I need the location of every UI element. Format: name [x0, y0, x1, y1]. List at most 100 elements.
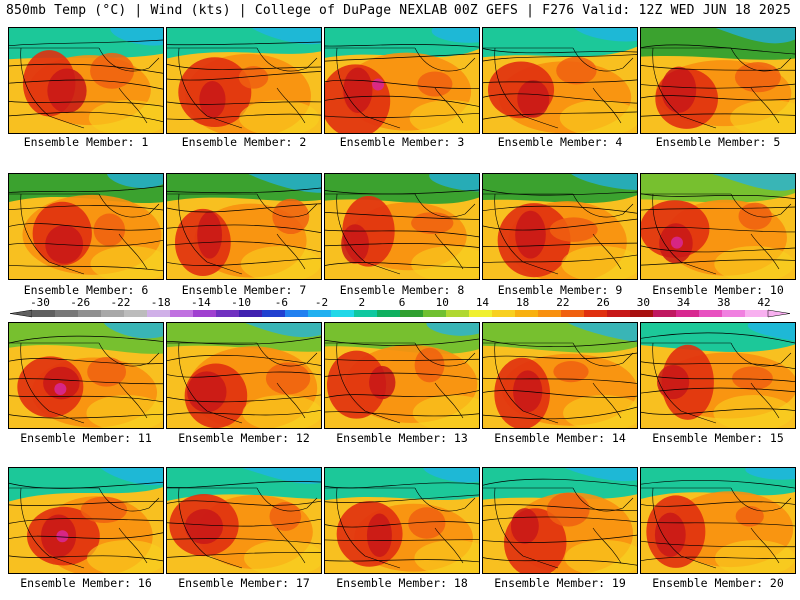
hot-region [326, 350, 387, 419]
height-contour [9, 358, 163, 365]
ensemble-member-map [482, 322, 638, 429]
secondary-warm-region [411, 212, 454, 234]
colorbar-tick-label: 18 [516, 296, 530, 309]
height-contour [483, 338, 637, 348]
height-contour [641, 387, 795, 394]
colorbar-swatch [538, 310, 562, 317]
colorbar-swatch [354, 310, 378, 317]
colorbar-swatch [239, 310, 263, 317]
height-contour [167, 354, 321, 366]
height-contour [641, 95, 795, 101]
colorbar-tick-label: 42 [757, 296, 771, 309]
heat-core [197, 211, 223, 259]
height-contour [9, 413, 163, 419]
ensemble-member-label: Ensemble Member: 13 [336, 431, 468, 445]
height-contour [167, 203, 321, 213]
colorbar-tick-label: 30 [636, 296, 650, 309]
height-contour [167, 113, 321, 120]
ensemble-member-label: Ensemble Member: 7 [181, 283, 307, 297]
height-contour [483, 54, 637, 62]
colorbar-tick-label: -18 [150, 296, 171, 309]
coastline [652, 47, 792, 129]
secondary-warm-region [238, 66, 269, 89]
height-contour [9, 518, 163, 524]
heat-core [657, 364, 690, 400]
ensemble-member-map [166, 173, 322, 280]
height-contour [9, 63, 163, 74]
coastline [494, 342, 634, 424]
height-contour [641, 206, 795, 211]
ensemble-member-map [8, 322, 164, 429]
coastline [652, 342, 792, 424]
height-contour [483, 377, 637, 384]
extreme-heat-spot [670, 236, 683, 249]
secondary-warm-region [734, 62, 781, 93]
colorbar-swatch [469, 310, 493, 317]
ensemble-member-label: Ensemble Member: 3 [339, 135, 465, 149]
height-contour [483, 516, 637, 523]
ensemble-member-label: Ensemble Member: 17 [178, 576, 310, 590]
heat-core [343, 67, 373, 113]
secondary-warm-region [738, 202, 772, 230]
height-contour [167, 394, 321, 403]
height-contour [641, 226, 795, 233]
cold-pocket [86, 323, 163, 339]
southeast-region [564, 540, 637, 573]
ensemble-member-map [324, 467, 480, 574]
colorbar-swatch [722, 310, 746, 317]
colorbar-swatch [193, 310, 217, 317]
ensemble-member-label: Ensemble Member: 11 [20, 431, 152, 445]
cold-pocket [567, 323, 637, 343]
southeast-region [242, 395, 321, 428]
heat-core [184, 509, 224, 545]
ensemble-member-label: Ensemble Member: 20 [652, 576, 784, 590]
height-contour [167, 224, 321, 233]
temperature-field [641, 28, 795, 133]
cold-pocket [558, 174, 637, 191]
ensemble-member-label: Ensemble Member: 12 [178, 431, 310, 445]
height-contour [641, 408, 795, 415]
cold-pocket [241, 468, 321, 484]
height-contour [325, 243, 479, 248]
ensemble-member-map [324, 173, 480, 280]
cold-pocket [564, 468, 637, 482]
colorbar-tick-label: -30 [30, 296, 50, 309]
southeast-region [730, 100, 795, 133]
southeast-region [88, 100, 163, 133]
ensemble-member-label: Ensemble Member: 8 [339, 283, 465, 297]
colorbar-swatch [446, 310, 470, 317]
colorbar-tick-label: 10 [435, 296, 449, 309]
colorbar-tick-label: -14 [190, 296, 211, 309]
extreme-heat-spot [54, 383, 67, 396]
ensemble-member-label: Ensemble Member: 19 [494, 576, 626, 590]
height-contour [641, 521, 795, 527]
secondary-warm-region [265, 362, 311, 395]
height-contour [9, 500, 163, 506]
height-contour [9, 264, 163, 272]
heat-core [517, 80, 550, 118]
height-contour [167, 101, 321, 105]
height-contour [325, 262, 479, 268]
temperature-field [641, 468, 795, 573]
temperature-field [483, 468, 637, 573]
height-contour [9, 239, 163, 247]
southeast-region [715, 540, 795, 573]
ensemble-member-map [482, 27, 638, 134]
cold-pocket [711, 28, 795, 44]
southeast-region [86, 395, 163, 428]
height-contour [483, 504, 637, 512]
cold-pocket [100, 174, 163, 189]
colorbar-tick-label: -6 [274, 296, 288, 309]
height-contour [325, 559, 479, 563]
cold-pocket [723, 323, 795, 341]
height-contour [641, 259, 795, 266]
secondary-warm-region [408, 507, 446, 539]
colorbar-swatch [492, 310, 516, 317]
map-title: 850mb Temp (°C) | Wind (kts) | College o… [6, 3, 448, 18]
colorbar-tick-label: -26 [70, 296, 91, 309]
coastline [20, 47, 160, 129]
heat-core [661, 66, 697, 113]
height-contour [9, 481, 163, 489]
ensemble-member-label: Ensemble Member: 1 [23, 135, 149, 149]
height-contour [325, 482, 479, 489]
